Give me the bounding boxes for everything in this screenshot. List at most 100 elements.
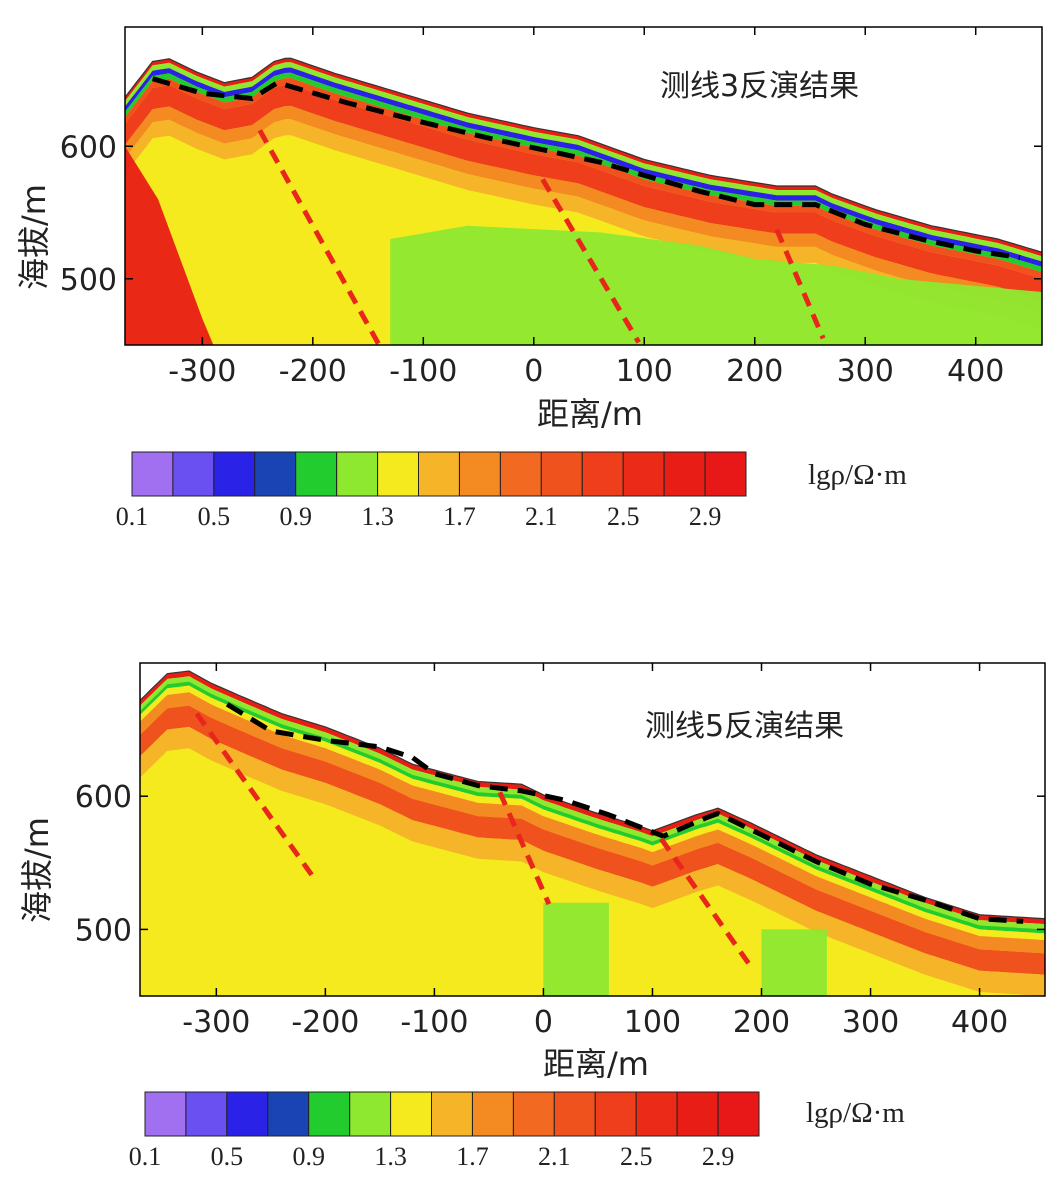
x-axis-line3: -300 -200 -100 0 100 200 300 400 [168, 27, 1004, 389]
resistivity-anomaly [761, 929, 827, 996]
resistivity-anomaly [125, 146, 214, 345]
x-axis-line5: -300 -200 -100 0 100 200 300 400 [182, 663, 1008, 1040]
colorbar-swatch [540, 451, 583, 497]
resistivity-anomaly [390, 225, 1042, 345]
resistivity-layer [125, 84, 1042, 300]
colorbar-swatch [172, 451, 215, 497]
conductive-layer-boundary [225, 702, 1024, 924]
colorbar-tick-label: 1.7 [456, 1142, 489, 1171]
colorbar-swatch [622, 451, 665, 497]
resistivity-section-line3 [125, 57, 1042, 345]
x-axis-label-line5: 距离/m [543, 1045, 649, 1083]
ground-surface [140, 670, 1045, 920]
x-tick-label: -200 [291, 1005, 359, 1040]
x-tick-label: 200 [733, 1005, 790, 1040]
colorbar-swatch [635, 1091, 678, 1137]
colorbar-swatch [295, 451, 338, 497]
colorbar-swatch [418, 451, 460, 497]
colorbar-tick-label: 1.7 [443, 502, 476, 531]
y-tick-label: 500 [75, 913, 132, 948]
colorbar-swatch [553, 1091, 596, 1137]
fault-line [194, 712, 317, 881]
colorbar-tick-label: 2.1 [538, 1142, 571, 1171]
colorbar-swatch [336, 451, 379, 497]
colorbar-label-line3: lgρ/Ω·m [808, 459, 907, 491]
colorbar-swatch [594, 1091, 637, 1137]
colorbar-swatch [226, 1091, 269, 1137]
x-axis-label-line3: 距离/m [537, 395, 643, 433]
x-tick-label: 400 [947, 354, 1004, 389]
x-tick-label: 300 [842, 1005, 899, 1040]
colorbar-tick-label: 2.1 [525, 502, 558, 531]
resistivity-anomaly [543, 902, 609, 996]
colorbar-swatch [581, 451, 624, 497]
colorbar-swatch [185, 1091, 228, 1137]
colorbar-tick-label: 0.9 [279, 502, 312, 531]
colorbar-swatch [213, 451, 256, 497]
fault-line [497, 791, 552, 906]
colorbar-swatch [349, 1091, 392, 1137]
resistivity-layer [140, 692, 1045, 954]
colorbar-swatch [267, 1091, 310, 1137]
colorbar-swatch [131, 451, 174, 497]
plot-frame-line5 [139, 662, 1046, 997]
colorbar-tick-label: 0.5 [211, 1142, 244, 1171]
colorbar-tick-label: 1.3 [361, 502, 394, 531]
resistivity-section-line5 [140, 670, 1045, 996]
resistivity-layer [140, 705, 1045, 975]
chart-title-line3: 测线3反演结果 [660, 69, 859, 104]
fault-line [540, 178, 641, 344]
colorbar-swatch [144, 1091, 187, 1137]
colorbar-tick-label: 0.1 [116, 502, 149, 531]
colorbar-swatch [499, 451, 542, 497]
chart-title-line5: 测线5反演结果 [645, 709, 844, 744]
colorbar-line5: 0.1 0.5 0.9 1.3 1.7 2.1 2.5 2.9 [129, 1091, 760, 1171]
colorbar-swatch [676, 1091, 719, 1137]
x-tick-label: 300 [837, 354, 894, 389]
x-tick-label: 0 [534, 1005, 553, 1040]
y-tick-label: 600 [60, 130, 117, 165]
x-tick-label: -300 [182, 1005, 250, 1040]
x-tick-label: 0 [524, 354, 543, 389]
colorbar-label-line5: lgρ/Ω·m [806, 1097, 905, 1129]
colorbar-swatch [431, 1091, 473, 1137]
y-axis-line5: 500 600 [75, 780, 1045, 948]
colorbar-tick-label: 0.1 [129, 1142, 162, 1171]
x-tick-label: -300 [168, 354, 236, 389]
x-tick-label: 200 [726, 354, 783, 389]
x-tick-label: -100 [400, 1005, 468, 1040]
x-tick-label: 100 [624, 1005, 681, 1040]
fault-line [659, 837, 755, 971]
colorbar-swatch [663, 451, 706, 497]
x-tick-label: -100 [389, 354, 457, 389]
colorbar-swatch [459, 451, 501, 497]
colorbar-tick-label: 2.5 [620, 1142, 653, 1171]
colorbar-tick-label: 2.9 [689, 502, 722, 531]
colorbar-swatch [704, 451, 747, 497]
panel-line5: 测线5反演结果 -300 -200 -100 0 100 200 300 400 500 600… [18, 662, 1046, 1171]
y-tick-label: 600 [75, 780, 132, 815]
resistivity-layer [140, 685, 1045, 941]
x-tick-label: -200 [279, 354, 347, 389]
colorbar-swatch [254, 451, 297, 497]
colorbar-swatch [472, 1091, 514, 1137]
resistivity-layer [140, 676, 1045, 930]
resistivity-layer [140, 681, 1045, 934]
colorbar-tick-label: 2.5 [607, 502, 640, 531]
colorbar-tick-label: 2.9 [702, 1142, 735, 1171]
fault-line [774, 228, 826, 340]
ground-surface [125, 57, 1042, 253]
colorbar-tick-label: 0.9 [292, 1142, 325, 1171]
y-axis-label-line5: 海拔/m [18, 817, 56, 923]
colorbar-swatch [308, 1091, 351, 1137]
x-tick-label: 400 [951, 1005, 1008, 1040]
colorbar-line3: 0.1 0.5 0.9 1.3 1.7 2.1 2.5 2.9 [116, 451, 747, 531]
colorbar-swatch [512, 1091, 555, 1137]
panel-line3: 测线3反演结果 -300 -200 -100 0 100 200 300 400 500 600… [15, 26, 1043, 531]
colorbar-tick-label: 1.3 [374, 1142, 407, 1171]
y-tick-label: 500 [60, 263, 117, 298]
colorbar-swatch [390, 1091, 433, 1137]
fault-line [257, 129, 382, 345]
colorbar-tick-label: 0.5 [198, 502, 231, 531]
